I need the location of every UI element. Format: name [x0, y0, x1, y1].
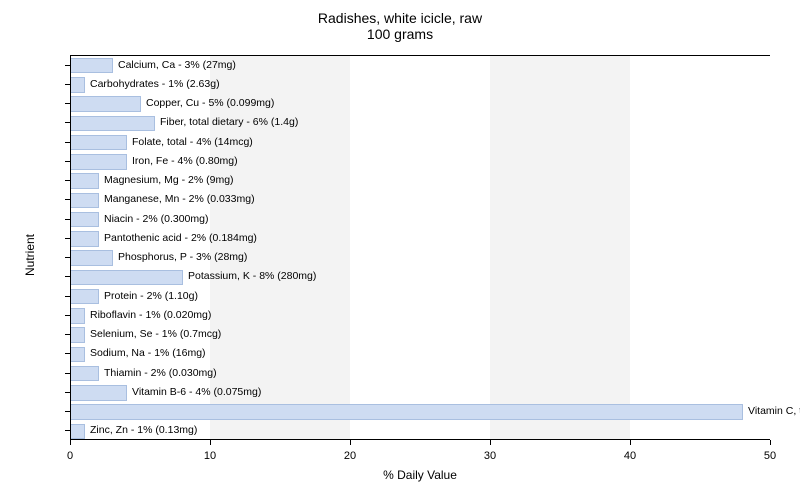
bar [70, 193, 99, 208]
bar-row: Folate, total - 4% (14mcg) [70, 135, 770, 148]
bar-label: Phosphorus, P - 3% (28mg) [118, 251, 247, 263]
plot-border [70, 55, 71, 440]
x-tick [770, 440, 771, 445]
x-tick-label: 20 [344, 450, 356, 462]
bar-label: Zinc, Zn - 1% (0.13mg) [90, 424, 197, 436]
bar-row: Thiamin - 2% (0.030mg) [70, 366, 770, 379]
bar-row: Calcium, Ca - 3% (27mg) [70, 58, 770, 71]
bar-row: Selenium, Se - 1% (0.7mcg) [70, 327, 770, 340]
bar-label: Protein - 2% (1.10g) [104, 290, 198, 302]
bar-label: Vitamin B-6 - 4% (0.075mg) [132, 386, 261, 398]
bar-row: Vitamin C, total ascorbic acid - 48% (29… [70, 404, 770, 417]
bar-label: Copper, Cu - 5% (0.099mg) [146, 97, 274, 109]
chart-title-line1: Radishes, white icicle, raw [0, 10, 800, 26]
bar-row: Sodium, Na - 1% (16mg) [70, 347, 770, 360]
bar [70, 135, 127, 150]
chart-title-line2: 100 grams [0, 26, 800, 42]
bar-label: Folate, total - 4% (14mcg) [132, 136, 253, 148]
x-tick [350, 440, 351, 445]
x-tick-label: 30 [484, 450, 496, 462]
bar-label: Iron, Fe - 4% (0.80mg) [132, 155, 238, 167]
bar [70, 77, 85, 92]
grid-stripe [490, 55, 630, 440]
bar [70, 424, 85, 439]
bar-label: Potassium, K - 8% (280mg) [188, 270, 316, 282]
bar [70, 58, 113, 73]
bar-row: Phosphorus, P - 3% (28mg) [70, 250, 770, 263]
bar-label: Calcium, Ca - 3% (27mg) [118, 59, 236, 71]
bar-row: Carbohydrates - 1% (2.63g) [70, 77, 770, 90]
x-tick [210, 440, 211, 445]
bar-row: Vitamin B-6 - 4% (0.075mg) [70, 385, 770, 398]
nutrient-chart: Radishes, white icicle, raw 100 grams Ca… [0, 0, 800, 500]
x-axis-label: % Daily Value [383, 468, 457, 482]
bar [70, 347, 85, 362]
x-tick [630, 440, 631, 445]
bar-label: Selenium, Se - 1% (0.7mcg) [90, 328, 221, 340]
bar-row: Manganese, Mn - 2% (0.033mg) [70, 193, 770, 206]
bar-label: Niacin - 2% (0.300mg) [104, 213, 208, 225]
bar-row: Copper, Cu - 5% (0.099mg) [70, 96, 770, 109]
bar-label: Fiber, total dietary - 6% (1.4g) [160, 116, 298, 128]
x-tick [70, 440, 71, 445]
bar-row: Potassium, K - 8% (280mg) [70, 270, 770, 283]
bar-row: Magnesium, Mg - 2% (9mg) [70, 173, 770, 186]
bar-row: Protein - 2% (1.10g) [70, 289, 770, 302]
bar-label: Pantothenic acid - 2% (0.184mg) [104, 232, 257, 244]
bar [70, 231, 99, 246]
bar-label: Manganese, Mn - 2% (0.033mg) [104, 193, 255, 205]
bar-label: Thiamin - 2% (0.030mg) [104, 367, 217, 379]
bar-row: Fiber, total dietary - 6% (1.4g) [70, 116, 770, 129]
bar-row: Iron, Fe - 4% (0.80mg) [70, 154, 770, 167]
bar [70, 116, 155, 131]
bar-label: Carbohydrates - 1% (2.63g) [90, 78, 220, 90]
bar [70, 96, 141, 111]
bar [70, 250, 113, 265]
x-tick-label: 0 [67, 450, 73, 462]
bar [70, 404, 743, 419]
bar-row: Pantothenic acid - 2% (0.184mg) [70, 231, 770, 244]
y-axis-label: Nutrient [23, 233, 37, 275]
chart-title-block: Radishes, white icicle, raw 100 grams [0, 10, 800, 42]
bar [70, 308, 85, 323]
grid-stripe [630, 55, 770, 440]
bar-row: Niacin - 2% (0.300mg) [70, 212, 770, 225]
plot-border [70, 55, 770, 56]
plot-area: Calcium, Ca - 3% (27mg) Carbohydrates - 1… [70, 55, 770, 440]
bar-label: Vitamin C, total ascorbic acid - 48% (29… [748, 405, 800, 417]
bar [70, 270, 183, 285]
bar [70, 385, 127, 400]
grid-stripe [210, 55, 350, 440]
bar [70, 212, 99, 227]
grid-stripe [70, 55, 210, 440]
plot-border [70, 439, 770, 440]
bar-row: Zinc, Zn - 1% (0.13mg) [70, 424, 770, 437]
bar-label: Sodium, Na - 1% (16mg) [90, 347, 206, 359]
grid-stripe [350, 55, 490, 440]
bar-label: Riboflavin - 1% (0.020mg) [90, 309, 211, 321]
x-tick-label: 50 [764, 450, 776, 462]
bar [70, 366, 99, 381]
bar [70, 289, 99, 304]
x-tick-label: 40 [624, 450, 636, 462]
bar [70, 173, 99, 188]
bar [70, 154, 127, 169]
bar [70, 327, 85, 342]
x-tick-label: 10 [204, 450, 216, 462]
x-tick [490, 440, 491, 445]
bar-row: Riboflavin - 1% (0.020mg) [70, 308, 770, 321]
bar-label: Magnesium, Mg - 2% (9mg) [104, 174, 234, 186]
